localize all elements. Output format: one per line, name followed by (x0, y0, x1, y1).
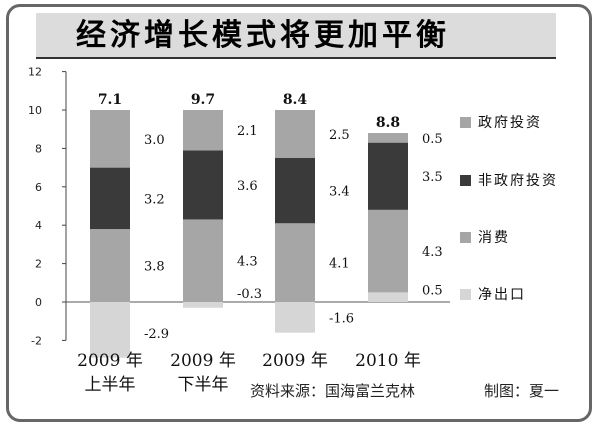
bar-segment (90, 229, 130, 302)
legend-label: 净出口 (478, 287, 526, 303)
x-category-label: 2009 年 (170, 351, 236, 371)
legend-swatch (460, 175, 471, 186)
y-tick-label: 4 (35, 219, 42, 232)
y-tick-label: 2 (35, 258, 42, 271)
bar-total-label: 8.4 (283, 92, 308, 108)
x-category-label: 2009 年 (77, 351, 143, 371)
legend-label: 非政府投资 (478, 173, 558, 189)
segment-value-label: 4.1 (329, 257, 350, 272)
bar-segment (183, 302, 223, 308)
segment-value-label: -1.6 (329, 312, 354, 327)
bar-segment (275, 302, 315, 333)
x-category-sublabel: 下半年 (178, 375, 229, 395)
bar-segment (275, 110, 315, 158)
segment-value-label: 3.5 (422, 170, 443, 185)
segment-value-label: -0.3 (237, 287, 262, 302)
segment-value-label: 0.5 (422, 132, 443, 147)
bar-segment (368, 292, 408, 302)
segment-value-label: 2.1 (237, 124, 258, 139)
y-tick-label: 0 (35, 296, 42, 309)
segment-value-label: 3.0 (144, 133, 165, 148)
bar-segment (90, 167, 130, 230)
segment-value-label: 2.5 (329, 128, 350, 143)
segment-value-label: 3.8 (144, 260, 165, 275)
segment-value-label: -2.9 (144, 327, 169, 342)
y-tick-label: -2 (31, 334, 42, 347)
segment-value-label: 3.6 (237, 179, 258, 194)
bar-total-label: 7.1 (98, 92, 122, 108)
bar-total-label: 8.8 (376, 115, 400, 131)
credit-note: 制图：夏一 (484, 382, 560, 400)
segment-value-label: 3.2 (144, 192, 165, 207)
bar-segment (90, 302, 130, 358)
bar-segment (183, 110, 223, 151)
bar-segment (90, 110, 130, 168)
bar-segment (275, 223, 315, 302)
bar-segment (183, 150, 223, 220)
segment-value-label: 4.3 (422, 245, 443, 260)
legend-label: 消费 (478, 230, 510, 246)
segment-value-label: 4.3 (237, 255, 258, 270)
legend-swatch (460, 117, 471, 128)
segment-value-label: 3.4 (329, 185, 350, 200)
bar-segment (368, 133, 408, 143)
legend-swatch (460, 289, 471, 300)
legend-label: 政府投资 (478, 115, 542, 131)
legend-swatch (460, 232, 471, 243)
x-category-sublabel: 上半年 (85, 375, 136, 395)
y-tick-label: 10 (28, 104, 42, 117)
y-tick-label: 8 (35, 142, 42, 155)
bar-segment (368, 142, 408, 210)
bar-total-label: 9.7 (191, 92, 215, 108)
source-note: 资料来源：国海富兰克林 (250, 382, 416, 400)
bar-segment (275, 158, 315, 224)
y-tick-label: 6 (35, 181, 42, 194)
title-bar: 经济增长模式将更加平衡 (36, 13, 556, 59)
bar-segment (183, 219, 223, 302)
bar-segment (368, 209, 408, 293)
y-tick-label: 12 (28, 66, 42, 79)
segment-value-label: 0.5 (422, 283, 443, 298)
chart-title: 经济增长模式将更加平衡 (76, 18, 450, 53)
x-category-label: 2010 年 (355, 351, 421, 371)
x-category-label: 2009 年 (262, 351, 328, 371)
